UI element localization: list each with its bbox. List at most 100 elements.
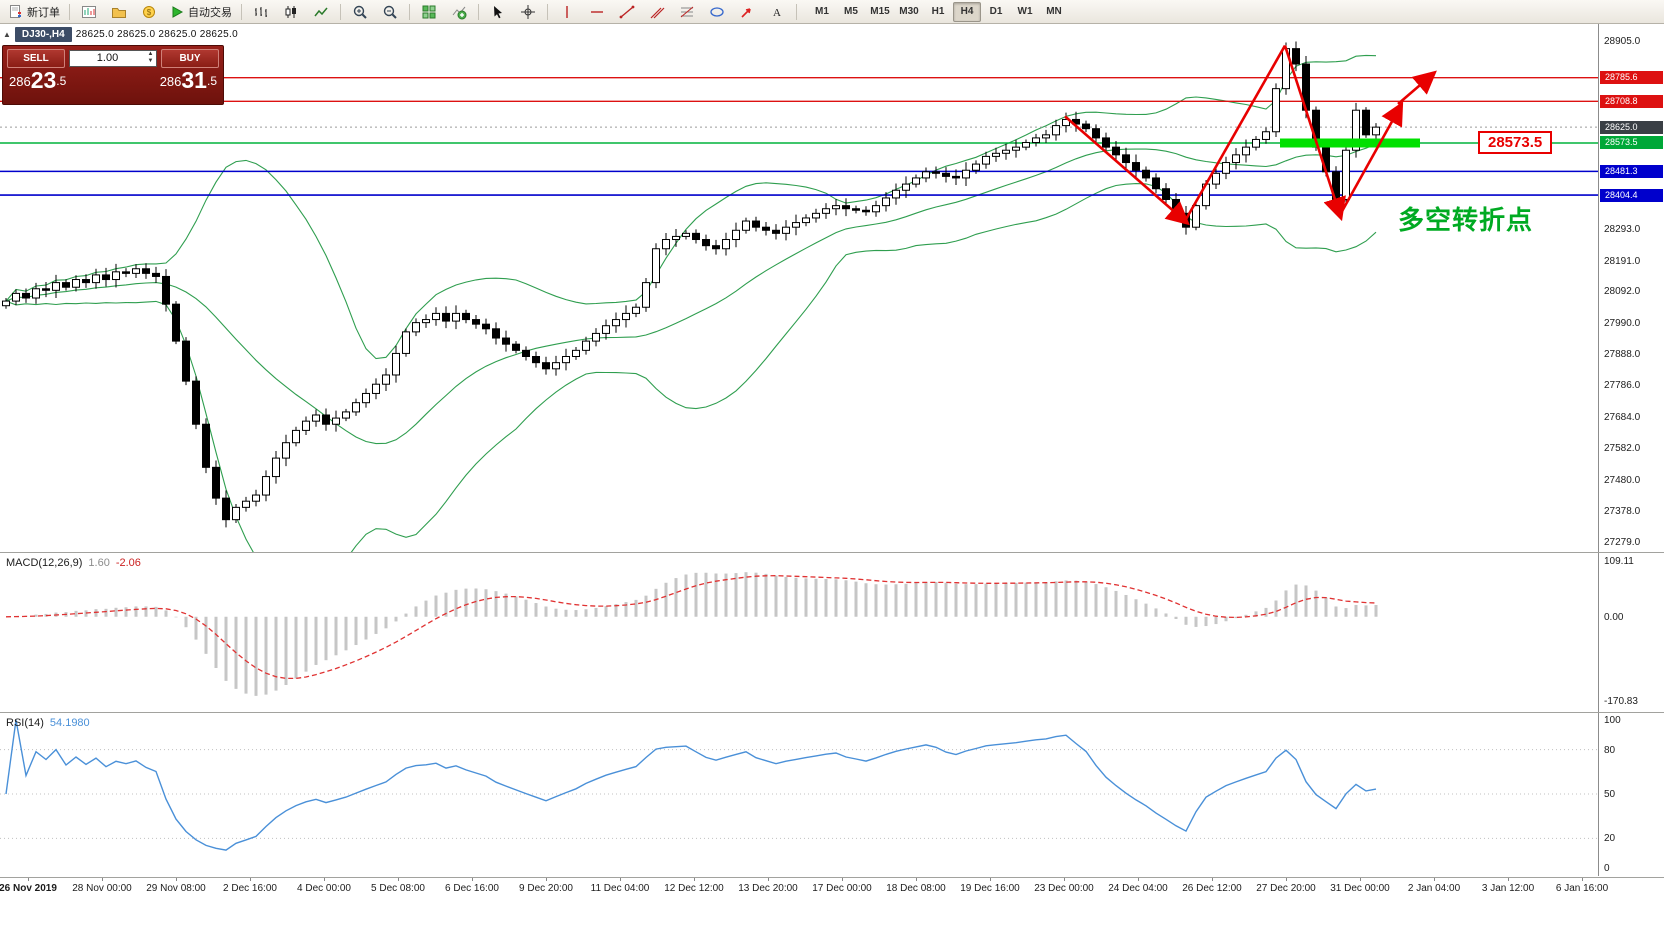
text-button[interactable]: A bbox=[763, 1, 791, 23]
time-tick bbox=[620, 877, 621, 881]
macd-label: MACD(12,26,9) 1.60 -2.06 bbox=[6, 557, 141, 569]
horizontal-line-button[interactable] bbox=[583, 1, 611, 23]
channel-button[interactable] bbox=[643, 1, 671, 23]
zoom-in-button[interactable] bbox=[346, 1, 374, 23]
sell-price[interactable]: 286 23.5 bbox=[9, 69, 66, 92]
new-order-button[interactable]: 新订单 bbox=[4, 1, 64, 23]
timeframe-m15[interactable]: M15 bbox=[870, 5, 890, 17]
cursor-button[interactable] bbox=[484, 1, 512, 23]
vertical-line-button[interactable] bbox=[553, 1, 581, 23]
main-chart-canvas[interactable] bbox=[0, 24, 1598, 552]
timeframe-h4[interactable]: H4 bbox=[953, 1, 981, 22]
price-axis-label: 27279.0 bbox=[1604, 536, 1641, 548]
time-tick bbox=[1434, 877, 1435, 881]
timeframe-d1[interactable]: D1 bbox=[989, 5, 1003, 17]
chart-tab-title[interactable]: DJ30-,H4 bbox=[14, 27, 72, 42]
profiles-button[interactable] bbox=[105, 1, 133, 23]
new-chart-button[interactable] bbox=[75, 1, 103, 23]
autotrading-play-icon bbox=[172, 5, 184, 18]
price-axis[interactable]: 28905.0 28293.0 28191.0 28092.0 27990.0 27888… bbox=[1598, 24, 1664, 876]
new-order-icon bbox=[10, 4, 21, 18]
time-label: 29 Nov 08:00 bbox=[146, 883, 206, 894]
price-tag: 28404.4 bbox=[1600, 188, 1663, 202]
toolbar-separator bbox=[478, 3, 479, 20]
timeframe-m1[interactable]: M1 bbox=[815, 5, 829, 17]
spinner-up-icon[interactable]: ▲ bbox=[147, 51, 154, 57]
timeframe-m30[interactable]: M30 bbox=[899, 5, 919, 17]
time-label: 2 Jan 04:00 bbox=[1407, 883, 1461, 894]
spinner-down-icon[interactable]: ▼ bbox=[147, 58, 154, 64]
sell-price-prefix: 286 bbox=[9, 74, 31, 89]
time-label: 17 Dec 00:00 bbox=[812, 883, 872, 894]
trendline-button[interactable] bbox=[613, 1, 641, 23]
price-axis-label: 27888.0 bbox=[1604, 349, 1641, 361]
panel-separator bbox=[0, 877, 1664, 878]
timeframe-m5[interactable]: M5 bbox=[844, 5, 858, 17]
toolbar-separator bbox=[69, 3, 70, 20]
lot-spinner[interactable]: ▲ ▼ bbox=[145, 51, 156, 65]
collapse-icon[interactable]: ▲ bbox=[3, 30, 11, 39]
shapes-button[interactable] bbox=[703, 1, 731, 23]
time-tick bbox=[1582, 877, 1583, 881]
crosshair-icon bbox=[521, 4, 535, 19]
candlestick-chart-button[interactable] bbox=[277, 1, 305, 23]
tile-windows-icon bbox=[422, 5, 436, 18]
timeframe-h1[interactable]: H1 bbox=[931, 5, 945, 17]
annotation-note-text[interactable]: 多空转折点 bbox=[1398, 205, 1534, 235]
time-label: 4 Dec 00:00 bbox=[297, 883, 351, 894]
time-tick bbox=[546, 877, 547, 881]
macd-name: MACD(12,26,9) bbox=[6, 557, 83, 569]
time-tick bbox=[324, 877, 325, 881]
buy-price[interactable]: 286 31.5 bbox=[160, 69, 217, 92]
time-tick bbox=[768, 877, 769, 881]
line-chart-button[interactable] bbox=[307, 1, 335, 23]
time-label: 19 Dec 16:00 bbox=[960, 883, 1020, 894]
price-tag: 28625.0 bbox=[1600, 120, 1663, 134]
time-label: 27 Dec 20:00 bbox=[1256, 883, 1316, 894]
panel-separator[interactable] bbox=[0, 552, 1664, 553]
time-tick bbox=[990, 877, 991, 881]
lot-size-input[interactable]: 1.00 ▲ ▼ bbox=[69, 49, 157, 67]
price-callout-box[interactable]: 28573.5 bbox=[1478, 131, 1553, 154]
timeframe-w1[interactable]: W1 bbox=[1017, 5, 1033, 17]
time-label: 31 Dec 00:00 bbox=[1330, 883, 1390, 894]
indicators-button[interactable] bbox=[445, 1, 473, 23]
rsi-panel-canvas[interactable] bbox=[0, 712, 1598, 876]
arrow-object-icon bbox=[741, 7, 751, 18]
price-axis-label: 27684.0 bbox=[1604, 411, 1641, 423]
tile-windows-button[interactable] bbox=[415, 1, 443, 23]
autotrading-button[interactable]: 自动交易 bbox=[165, 1, 236, 23]
time-tick bbox=[694, 877, 695, 881]
price-axis-label: 27990.0 bbox=[1604, 317, 1641, 329]
price-tag: 28481.3 bbox=[1600, 164, 1663, 178]
fibonacci-button[interactable] bbox=[673, 1, 701, 23]
arrows-button[interactable] bbox=[733, 1, 761, 23]
time-tick bbox=[472, 877, 473, 881]
buy-price-prefix: 286 bbox=[159, 74, 182, 89]
new-chart-icon bbox=[82, 5, 96, 18]
rsi-axis-label: 0 bbox=[1604, 863, 1610, 874]
macd-panel-canvas[interactable] bbox=[0, 552, 1598, 712]
timeframe-mn[interactable]: MN bbox=[1046, 5, 1062, 17]
panel-separator[interactable] bbox=[0, 712, 1664, 713]
time-label: 28 Nov 00:00 bbox=[72, 883, 132, 894]
time-tick bbox=[398, 877, 399, 881]
time-label: 26 Dec 12:00 bbox=[1182, 883, 1242, 894]
bar-chart-button[interactable] bbox=[247, 1, 275, 23]
buy-button[interactable]: BUY bbox=[161, 48, 219, 68]
time-label: 3 Jan 12:00 bbox=[1481, 883, 1535, 894]
price-axis-label: 28191.0 bbox=[1604, 255, 1641, 267]
zoom-in-icon bbox=[353, 5, 367, 19]
time-label: 24 Dec 04:00 bbox=[1108, 883, 1168, 894]
time-axis[interactable]: 26 Nov 2019 28 Nov 00:00 29 Nov 08:00 2 Dec… bbox=[0, 877, 1664, 903]
sell-button[interactable]: SELL bbox=[7, 48, 65, 68]
market-watch-icon: $ bbox=[143, 5, 155, 18]
toolbar-separator bbox=[340, 3, 341, 20]
lot-size-value: 1.00 bbox=[96, 52, 119, 64]
horizontal-line-icon bbox=[591, 10, 603, 13]
market-watch-button[interactable]: $ bbox=[135, 1, 163, 23]
crosshair-button[interactable] bbox=[514, 1, 542, 23]
buy-price-fraction: .5 bbox=[206, 74, 217, 88]
zoom-out-button[interactable] bbox=[376, 1, 404, 23]
